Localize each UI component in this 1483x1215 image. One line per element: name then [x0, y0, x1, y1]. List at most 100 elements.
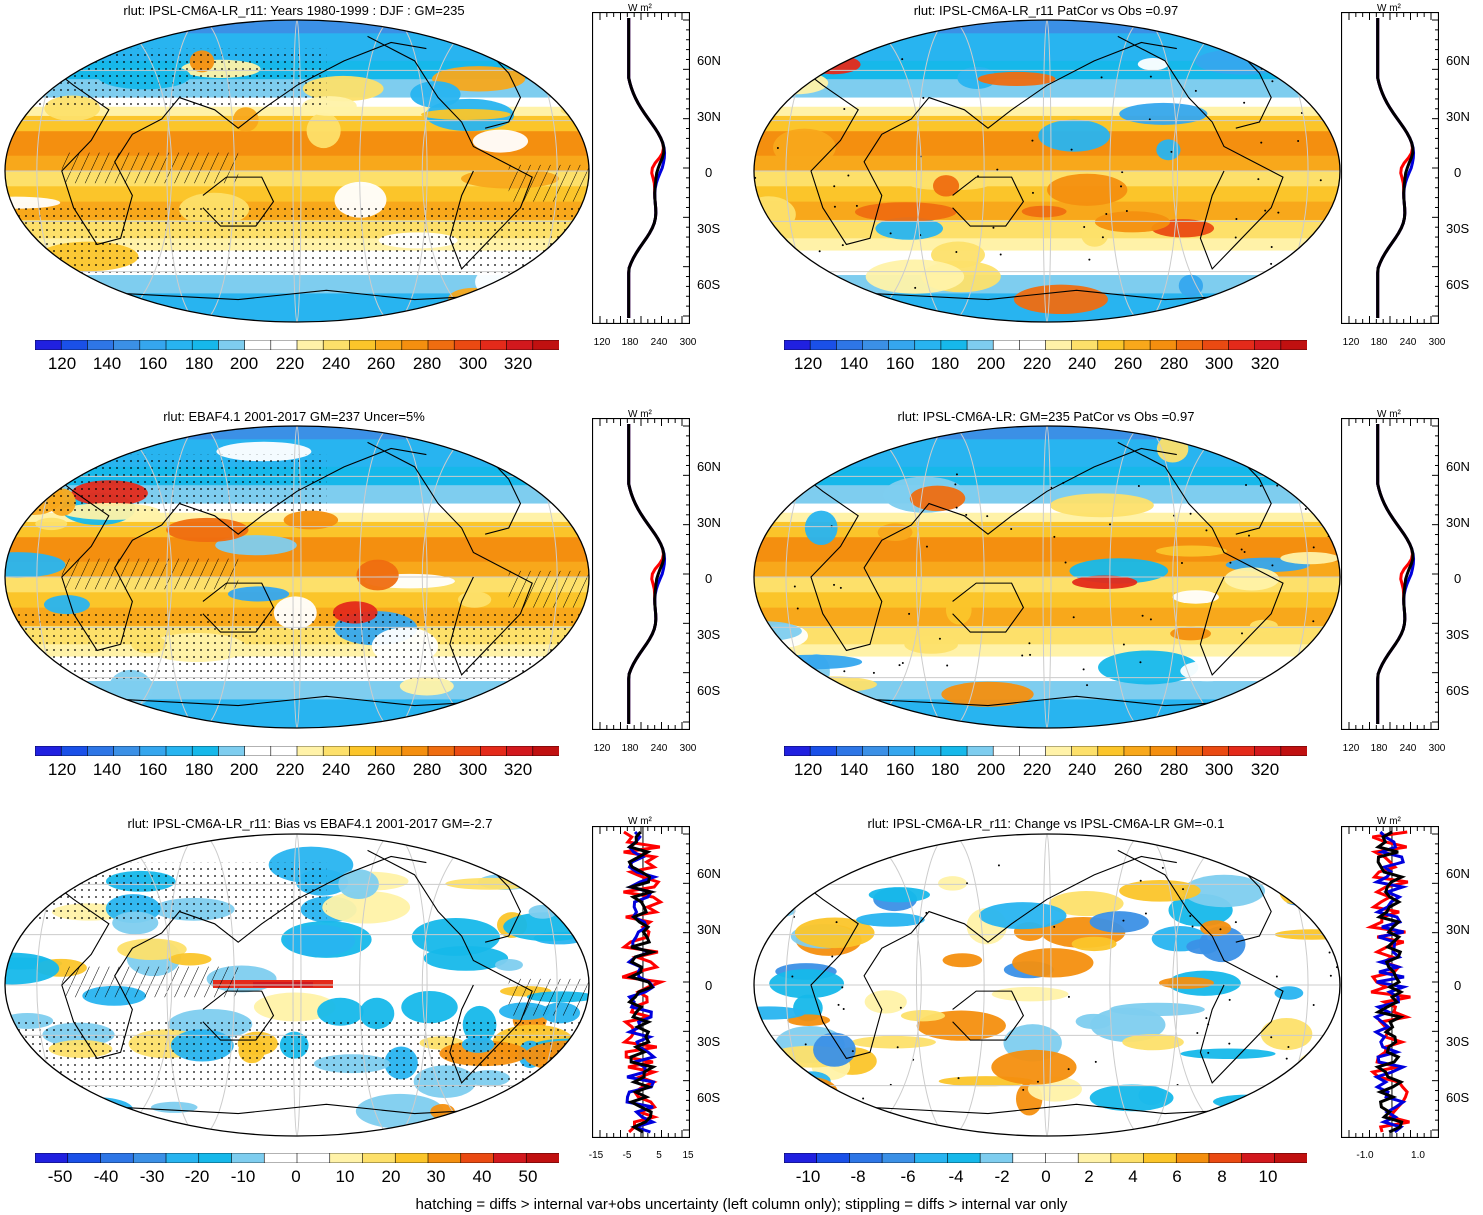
colorbar-label: 220: [275, 760, 305, 779]
field-blob: [227, 586, 290, 602]
colorbar-swatch: [1280, 340, 1307, 350]
field-blob: [754, 647, 786, 672]
colorbar-swatch: [1280, 746, 1307, 756]
colorbar-swatch: [263, 1153, 298, 1163]
lat-label-30n: 30N: [1446, 109, 1470, 124]
stipple-dot: [1304, 507, 1307, 510]
stipple-dot: [1300, 112, 1303, 115]
stipple-dot: [1180, 561, 1183, 564]
zonal-tick-label: 1.0: [1411, 1150, 1425, 1161]
stipple-dot: [1072, 616, 1075, 619]
stipple-dot: [831, 955, 834, 958]
stipple-dot: [1329, 527, 1332, 530]
colorbar-swatch: [35, 340, 63, 350]
stipple-dot: [1319, 179, 1322, 182]
stipple-dot: [841, 244, 844, 247]
colorbar-swatch: [849, 1153, 883, 1163]
lat-label-30n: 30N: [697, 515, 721, 530]
colorbar-swatch: [784, 746, 811, 756]
stipple-dot: [1105, 212, 1108, 215]
stipple-dot: [1086, 684, 1089, 687]
field-blob: [540, 878, 589, 910]
field-blob: [1270, 838, 1340, 876]
zonal-unit-label: W m²: [628, 3, 652, 14]
colorbar-label: -8: [850, 1167, 866, 1186]
lat-label-30s: 30S: [1446, 1034, 1470, 1049]
field-blob: [938, 876, 968, 891]
colorbar-label: -50: [47, 1167, 73, 1186]
colorbar-swatch: [165, 1153, 200, 1163]
stipple-dot: [1196, 1031, 1199, 1034]
map-ensemble-climatology: [753, 425, 1341, 729]
field-blob: [942, 953, 983, 968]
colorbar-swatch: [322, 340, 351, 350]
colorbar-swatch: [401, 746, 429, 756]
coastline-australia: [952, 176, 1025, 227]
zonal-tick-label: 180: [621, 743, 639, 754]
colorbar-labels: -10 -8 -6 -4 -2 0 2 4 6 8 10: [784, 1167, 1307, 1189]
stipple-dot: [1082, 668, 1085, 671]
stipple-dot: [1312, 1003, 1315, 1006]
zonal-x-labels: 120 180 240 300: [592, 337, 697, 351]
colorbar-label: 200: [976, 760, 1006, 779]
stipple-dot: [1287, 1045, 1290, 1048]
colorbar-label: 260: [1113, 354, 1143, 373]
stipple-dot: [1318, 887, 1321, 890]
stipple-dot: [1260, 141, 1263, 144]
colorbar-swatch: [1045, 1153, 1079, 1163]
colorbar-label: -10: [230, 1167, 256, 1186]
stipple-dot: [925, 545, 928, 548]
colorbar-swatch: [244, 340, 272, 350]
zonal-x-labels: -1.0 1.0: [1341, 1150, 1439, 1164]
coastline-australia: [202, 990, 275, 1041]
colorbar-label: 300: [1204, 760, 1234, 779]
colorbar-swatch: [394, 1153, 429, 1163]
stipple-dot: [1337, 116, 1340, 119]
field-blob: [1089, 911, 1149, 933]
stipple-dot: [779, 690, 782, 693]
colorbar: [784, 1153, 1307, 1163]
stipple-dot: [901, 58, 904, 61]
colorbar-swatch: [914, 1153, 949, 1163]
field-blob: [410, 81, 461, 108]
coastline-americas: [367, 849, 533, 1084]
colorbar-labels: -50 -40 -30 -20 -10 0 10 20 30 40 50: [35, 1167, 559, 1189]
map-field: [5, 834, 589, 1136]
lat-label-30s: 30S: [1446, 221, 1470, 236]
stipple-dot: [1271, 286, 1274, 289]
colorbar-label: 180: [184, 760, 214, 779]
field-blob: [168, 953, 212, 966]
field-blob: [1089, 1084, 1174, 1112]
zonal-tick-label: 240: [1399, 743, 1417, 754]
colorbar-label: 180: [184, 354, 214, 373]
lat-label-eq: 0: [1454, 165, 1462, 180]
zonal-tick-label: 5: [656, 1150, 662, 1161]
colorbar-label: 280: [1159, 354, 1189, 373]
stipple-dot: [796, 607, 799, 610]
colorbar-label: 200: [229, 354, 259, 373]
stipple-dot: [1240, 632, 1243, 635]
colorbar-swatch: [198, 1153, 233, 1163]
zonal-tick-label: 180: [1370, 337, 1388, 348]
field-blob: [1180, 1048, 1276, 1059]
field-blob: [457, 591, 492, 608]
colorbar-swatch: [100, 1153, 135, 1163]
field-blob: [795, 854, 867, 865]
colorbar-labels: 120 140 160 180 200 220 240 260 280 300 …: [35, 354, 559, 376]
stipple-dot: [855, 204, 858, 207]
panel-title: rlut: IPSL-CM6A-LR_r11: Years 1980-1999 …: [123, 3, 465, 18]
colorbar-swatch: [1208, 1153, 1243, 1163]
colorbar-swatch: [493, 1153, 528, 1163]
stipple-dot: [1094, 1060, 1097, 1063]
stipple-dot: [791, 975, 794, 978]
stipple-dot: [1120, 185, 1123, 188]
field-blob: [1274, 986, 1304, 1000]
field-blob: [1180, 660, 1235, 682]
field-blob: [317, 997, 364, 1026]
zonal-frame: [592, 12, 690, 324]
colorbar-label: 40: [472, 1167, 492, 1186]
zonal-unit-label: W m²: [1377, 3, 1401, 14]
colorbar-swatch: [1019, 340, 1047, 350]
stipple-dot: [1235, 217, 1238, 220]
colorbar-swatch: [784, 340, 811, 350]
